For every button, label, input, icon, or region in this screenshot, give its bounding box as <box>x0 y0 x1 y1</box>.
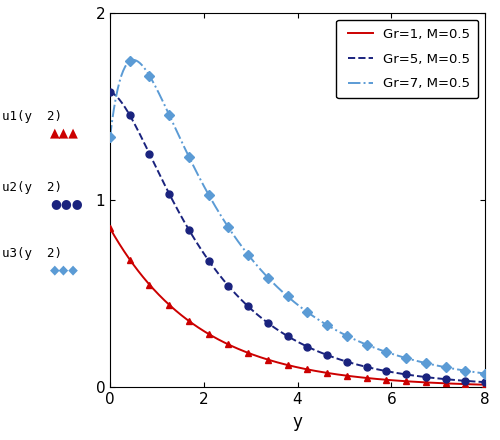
Gr=1, M=0.5 <box>380 377 386 382</box>
Gr=1, M=0.5 <box>256 354 262 359</box>
Text: ●●●: ●●● <box>50 197 82 210</box>
Gr=1, M=0.5 <box>107 226 113 231</box>
Gr=7, M=0.5 <box>256 266 262 271</box>
Text: u1(y  2): u1(y 2) <box>2 110 62 123</box>
Gr=7, M=0.5 <box>107 135 113 140</box>
Gr=1, M=0.5 <box>229 344 235 349</box>
Gr=1, M=0.5 <box>482 382 488 387</box>
Gr=5, M=0.5 <box>482 380 488 385</box>
Line: Gr=1, M=0.5: Gr=1, M=0.5 <box>110 228 485 385</box>
Line: Gr=7, M=0.5: Gr=7, M=0.5 <box>110 60 485 374</box>
Gr=5, M=0.5 <box>256 313 262 318</box>
Gr=5, M=0.5 <box>152 163 158 168</box>
Gr=7, M=0.5 <box>482 371 488 376</box>
Gr=7, M=0.5 <box>130 57 136 62</box>
Gr=7, M=0.5 <box>380 348 386 354</box>
Gr=5, M=0.5 <box>107 89 113 94</box>
Gr=1, M=0.5 <box>378 377 384 382</box>
Gr=7, M=0.5 <box>153 85 159 90</box>
Line: Gr=5, M=0.5: Gr=5, M=0.5 <box>110 92 485 382</box>
Gr=5, M=0.5 <box>378 367 384 373</box>
Text: ▲▲▲: ▲▲▲ <box>50 127 79 140</box>
Gr=1, M=0.5 <box>152 288 158 293</box>
Gr=7, M=0.5 <box>230 232 236 237</box>
Gr=5, M=0.5 <box>380 368 386 373</box>
Gr=7, M=0.5 <box>344 333 350 338</box>
Gr=7, M=0.5 <box>378 348 384 353</box>
Gr=1, M=0.5 <box>343 373 349 378</box>
Text: u3(y  2): u3(y 2) <box>2 246 62 260</box>
X-axis label: y: y <box>292 413 302 431</box>
Text: u2(y  2): u2(y 2) <box>2 180 62 194</box>
Legend: Gr=1, M=0.5, Gr=5, M=0.5, Gr=7, M=0.5: Gr=1, M=0.5, Gr=5, M=0.5, Gr=7, M=0.5 <box>336 20 478 99</box>
Gr=5, M=0.5 <box>343 359 349 364</box>
Gr=5, M=0.5 <box>229 287 235 293</box>
Text: ◆◆◆: ◆◆◆ <box>50 263 79 276</box>
